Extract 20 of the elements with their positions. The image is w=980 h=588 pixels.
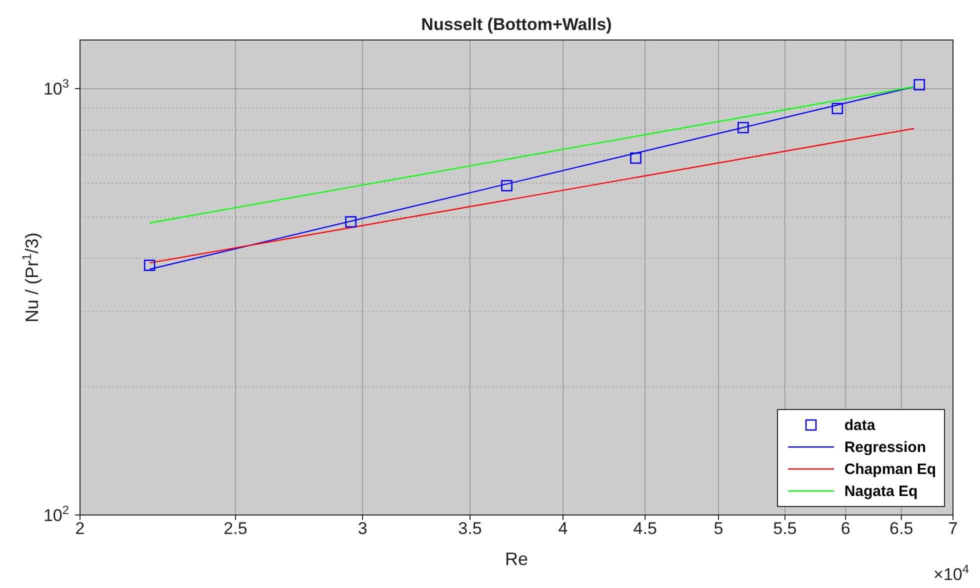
legend-label: Regression <box>844 438 926 456</box>
x-tick-label: 7 <box>948 519 958 538</box>
legend-label: data <box>844 416 876 434</box>
x-tick-label: 3 <box>358 519 368 538</box>
x-tick-label: 5.5 <box>773 519 797 538</box>
text: ×10$^{4}$ <box>934 562 970 584</box>
chart-title: Nusselt (Bottom+Walls) <box>421 15 612 34</box>
x-tick-label: 2.5 <box>224 519 248 538</box>
x-tick-label: 4.5 <box>633 519 657 538</box>
y-tick-label: 10$^{2}$ <box>43 503 70 525</box>
legend-label: Chapman Eq <box>844 460 936 478</box>
x-tick-label: 6.5 <box>890 519 914 538</box>
x-tick-label: 6 <box>840 519 850 538</box>
x-tick-label: 5 <box>714 519 724 538</box>
x-axis-title: Re <box>504 549 528 569</box>
x-tick-label: 3.5 <box>458 519 482 538</box>
x-tick-label: 4 <box>558 519 568 538</box>
x-tick-label: 2 <box>75 519 85 538</box>
y-tick-label: 10$^{3}$ <box>43 76 70 99</box>
legend-label: Nagata Eq <box>844 482 918 500</box>
